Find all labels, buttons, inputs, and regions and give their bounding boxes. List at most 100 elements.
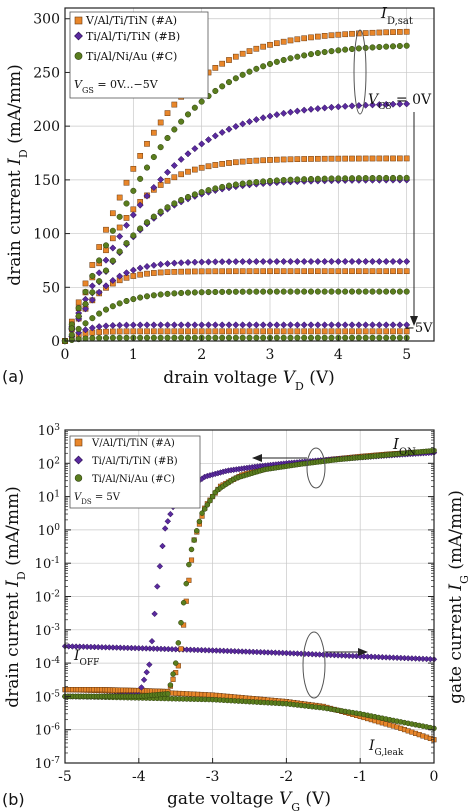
- data-point-b: [95, 323, 103, 331]
- data-point-a: [362, 155, 369, 162]
- data-point-b: [348, 102, 356, 110]
- data-point-a: [130, 273, 137, 279]
- data-point-b: [245, 258, 254, 266]
- data-point-b: [266, 257, 274, 266]
- data-point-c: [314, 49, 321, 57]
- data-point-b: [239, 258, 247, 266]
- data-point-b: [164, 518, 172, 525]
- data-point-a: [253, 45, 260, 52]
- data-point-a: [294, 328, 301, 335]
- data-point-b: [382, 100, 390, 108]
- data-point-a: [260, 328, 267, 335]
- data-point-a: [75, 299, 82, 306]
- data-point-c: [396, 288, 403, 295]
- data-point-a: [280, 328, 287, 335]
- data-point-a: [362, 268, 369, 275]
- data-point-c: [184, 193, 192, 201]
- data-point-a: [301, 268, 308, 275]
- data-point-a: [342, 328, 349, 335]
- data-point-b: [143, 262, 151, 271]
- data-point-b: [146, 661, 153, 668]
- legend-marker-a: [74, 438, 83, 447]
- chart-b: -5 -4 -3 -2 -1 0 10-7 10-6 10-5 10-4 10-3 10-2 10-1 1…: [2, 423, 471, 811]
- data-point-c: [123, 334, 130, 341]
- data-point-a: [383, 29, 390, 36]
- data-point-b: [355, 321, 363, 329]
- data-point-a: [137, 271, 144, 278]
- data-point-a: [116, 194, 123, 201]
- data-point-c: [184, 334, 192, 341]
- data-point-c: [198, 189, 205, 196]
- data-point-a: [376, 155, 383, 162]
- data-point-b: [300, 321, 308, 329]
- data-point-c: [157, 334, 164, 341]
- chart-b-annotation-igleak: IG,leak: [368, 738, 404, 758]
- data-point-a: [178, 268, 185, 275]
- legend-marker-c: [74, 474, 83, 482]
- data-point-c: [186, 561, 192, 568]
- data-point-a: [355, 155, 362, 162]
- data-point-a: [219, 60, 226, 67]
- data-point-a: [335, 328, 342, 335]
- data-point-a: [239, 50, 246, 57]
- x-tick-label: 0: [430, 769, 439, 785]
- data-point-c: [178, 118, 185, 125]
- data-point-c: [280, 177, 287, 184]
- data-point-c: [383, 334, 390, 341]
- data-point-c: [68, 331, 75, 338]
- data-point-c: [137, 294, 144, 301]
- x-tick-label: 4: [334, 347, 343, 363]
- data-point-c: [178, 196, 185, 204]
- data-point-a: [109, 235, 116, 242]
- chart-b-annotation-ion: ION: [392, 435, 416, 458]
- x-tick-label: 0: [61, 347, 70, 363]
- data-point-a: [246, 268, 253, 275]
- data-point-b: [259, 114, 267, 122]
- data-point-c: [109, 303, 116, 310]
- data-point-a: [89, 262, 96, 268]
- data-point-b: [140, 676, 148, 684]
- data-point-b: [273, 111, 281, 119]
- data-point-c: [294, 334, 301, 341]
- data-point-b: [136, 201, 144, 209]
- data-point-b: [150, 183, 158, 192]
- data-point-b: [191, 145, 199, 153]
- data-point-a: [239, 158, 246, 165]
- data-point-b: [368, 257, 377, 266]
- data-point-c: [171, 200, 178, 207]
- y-tick-label: 10-2: [35, 590, 60, 606]
- y-tick-label: 10-7: [35, 756, 61, 772]
- data-point-a: [349, 328, 355, 335]
- data-point-a: [178, 328, 185, 335]
- data-point-c: [328, 48, 335, 55]
- data-point-c: [194, 528, 200, 534]
- data-point-c: [116, 248, 123, 255]
- data-point-c: [157, 144, 164, 151]
- data-point-b: [389, 321, 397, 329]
- data-point-a: [301, 328, 308, 335]
- data-point-b: [109, 276, 117, 285]
- chart-a-marks: [61, 28, 411, 345]
- data-point-c: [389, 174, 397, 181]
- data-point-c: [253, 179, 260, 186]
- data-point-c: [266, 177, 274, 184]
- data-point-a: [314, 155, 321, 162]
- data-point-a: [267, 268, 273, 275]
- data-point-c: [280, 288, 287, 295]
- legend-marker-c: [74, 52, 83, 60]
- data-point-b: [273, 321, 281, 329]
- data-point-a: [390, 328, 396, 335]
- data-point-c: [89, 315, 96, 322]
- data-point-c: [335, 47, 342, 54]
- data-point-c: [130, 232, 137, 239]
- data-point-c: [171, 334, 178, 341]
- data-point-c: [362, 334, 369, 341]
- data-point-c: [205, 334, 212, 341]
- data-point-b: [163, 260, 172, 268]
- legend-marker-b: [74, 455, 83, 465]
- data-point-b: [156, 563, 164, 570]
- data-point-c: [294, 53, 301, 60]
- data-point-c: [280, 56, 287, 64]
- data-point-a: [314, 33, 321, 40]
- data-point-a: [287, 328, 294, 335]
